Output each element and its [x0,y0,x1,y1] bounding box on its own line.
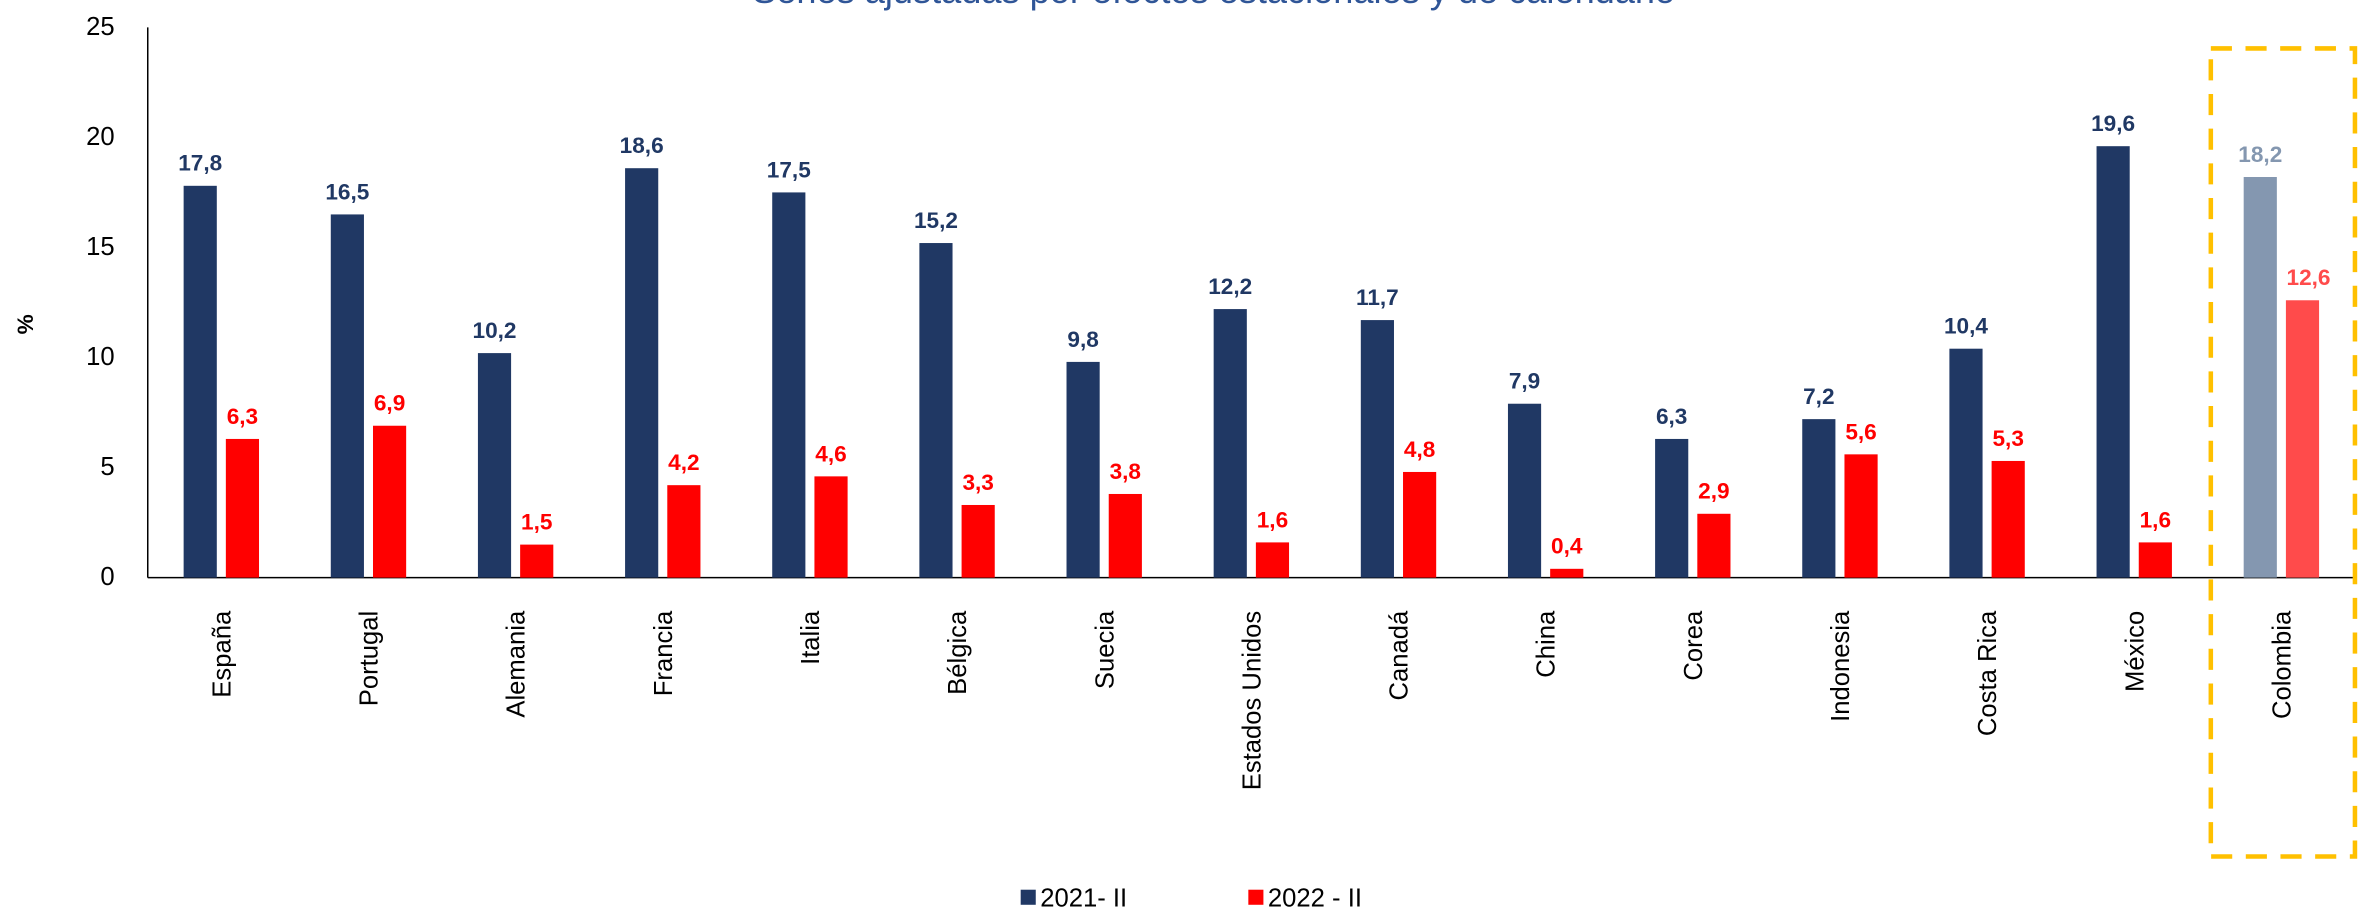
value-label: 9,8 [1067,327,1098,352]
x-tick-label: Alemania [503,610,531,718]
bar [1213,309,1247,578]
y-axis-label: % [13,314,38,334]
value-label: 0,4 [1551,534,1583,559]
y-tick-label: 5 [100,453,114,481]
value-label: 1,5 [521,510,552,535]
value-label: 12,6 [2287,265,2331,290]
highlight-box [2208,46,2358,859]
value-label: 6,9 [374,391,405,416]
bar [667,485,701,578]
x-tick-label: Suecia [1091,610,1119,689]
bar [1991,460,2025,578]
legend-label: 2022 - II [1268,884,1362,911]
bar [520,544,554,578]
value-label: 17,5 [767,157,811,182]
value-label: 5,6 [1845,419,1876,444]
bar [1360,320,1394,578]
bar [1844,454,1878,578]
bar [477,353,512,578]
x-tick-label: Colombia [2268,610,2296,719]
value-label: 4,8 [1404,437,1435,462]
x-tick-label: Italia [797,610,825,665]
value-label: 18,2 [2238,142,2282,167]
x-tick-label: China [1533,610,1561,678]
value-label: 5,3 [1992,426,2023,451]
value-label: 4,6 [815,441,846,466]
value-label: 7,9 [1509,369,1540,394]
value-label: 2,9 [1698,479,1729,504]
value-label: 1,6 [2140,507,2171,532]
value-label: 12,2 [1208,274,1252,299]
y-tick-label: 20 [86,123,115,151]
bar [1066,361,1100,578]
legend-swatch [1020,889,1036,905]
bar [225,438,260,578]
value-label: 10,2 [473,318,517,343]
value-label: 10,4 [1944,314,1988,339]
x-tick-label: España [208,610,236,698]
value-label: 7,2 [1803,384,1834,409]
bar [1108,493,1142,578]
x-tick-label: Indonesia [1827,610,1855,722]
x-tick-label: Estados Unidos [1238,611,1266,790]
value-label: 17,8 [178,151,222,176]
bar [1802,419,1836,578]
value-label: 16,5 [325,179,369,204]
bar [1949,348,1983,578]
value-label: 3,3 [962,470,993,495]
bar [1550,568,1584,578]
bar [2243,177,2277,578]
bar [1403,471,1437,578]
value-label: 6,3 [1656,404,1687,429]
bar [2138,542,2172,578]
value-label: 18,6 [620,133,664,158]
value-label: 4,2 [668,450,699,475]
bar [625,168,659,578]
bar [814,476,848,578]
legend-swatch [1248,889,1264,905]
bar [961,504,995,578]
bar [1655,438,1689,578]
value-label: 1,6 [1257,507,1288,532]
bar [372,425,407,578]
bar [330,214,364,578]
bar [1507,403,1542,578]
value-label: 19,6 [2091,111,2135,136]
x-tick-label: Costa Rica [1974,610,2002,736]
x-tick-label: Bélgica [944,610,972,695]
x-tick-label: Canadá [1386,610,1414,701]
bar [1255,542,1290,578]
bar [1697,513,1731,578]
chart-title: Series ajustadas por efectos estacionale… [752,0,1675,11]
y-tick-label: 0 [100,563,114,591]
x-tick-label: Portugal [356,611,384,706]
bar [2096,146,2130,578]
value-label: 3,8 [1110,459,1141,484]
bar [183,185,217,578]
y-tick-label: 15 [86,233,115,261]
x-tick-label: Francia [650,610,678,696]
legend-label: 2021- II [1040,884,1127,911]
value-label: 11,7 [1356,285,1399,310]
bar [2285,300,2320,578]
bar [919,243,953,578]
x-tick-label: México [2121,611,2149,692]
value-label: 15,2 [914,208,958,233]
y-tick-label: 25 [86,13,115,41]
y-tick-label: 10 [86,343,115,371]
value-label: 6,3 [227,404,258,429]
bar [772,192,806,578]
x-tick-label: Corea [1680,610,1708,681]
